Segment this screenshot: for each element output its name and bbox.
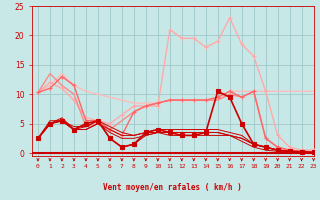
X-axis label: Vent moyen/en rafales ( km/h ): Vent moyen/en rafales ( km/h ) xyxy=(103,183,242,192)
